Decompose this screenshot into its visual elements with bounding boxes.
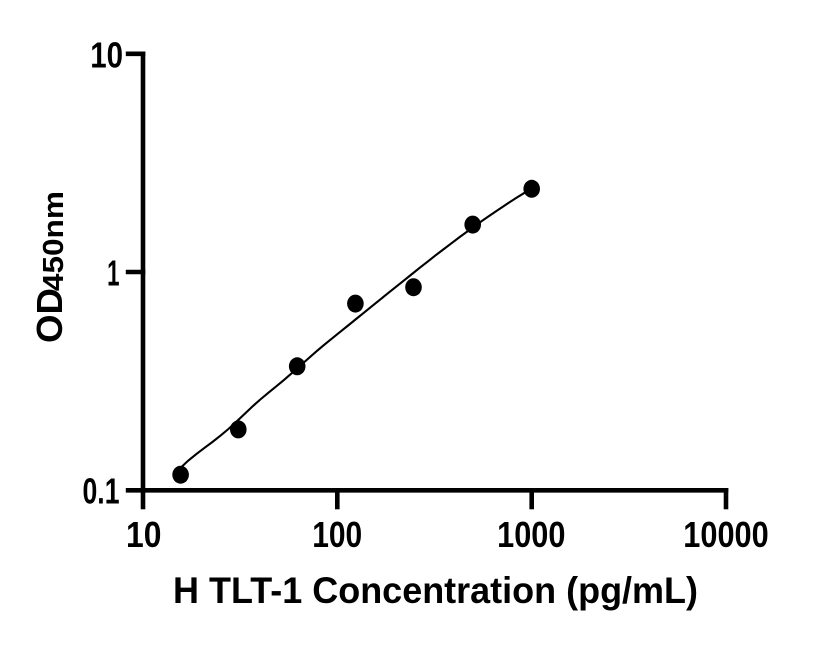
svg-text:0.1: 0.1 [83,471,120,512]
svg-text:450nm: 450nm [38,191,70,291]
svg-text:1: 1 [107,252,119,293]
svg-text:1000: 1000 [497,514,565,555]
svg-text:10: 10 [126,514,161,555]
svg-text:H TLT-1 Concentration (pg/mL): H TLT-1 Concentration (pg/mL) [173,569,698,611]
svg-text:OD: OD [29,288,70,343]
svg-text:10000: 10000 [683,514,768,555]
svg-text:100: 100 [312,514,362,555]
svg-text:10: 10 [90,35,123,76]
